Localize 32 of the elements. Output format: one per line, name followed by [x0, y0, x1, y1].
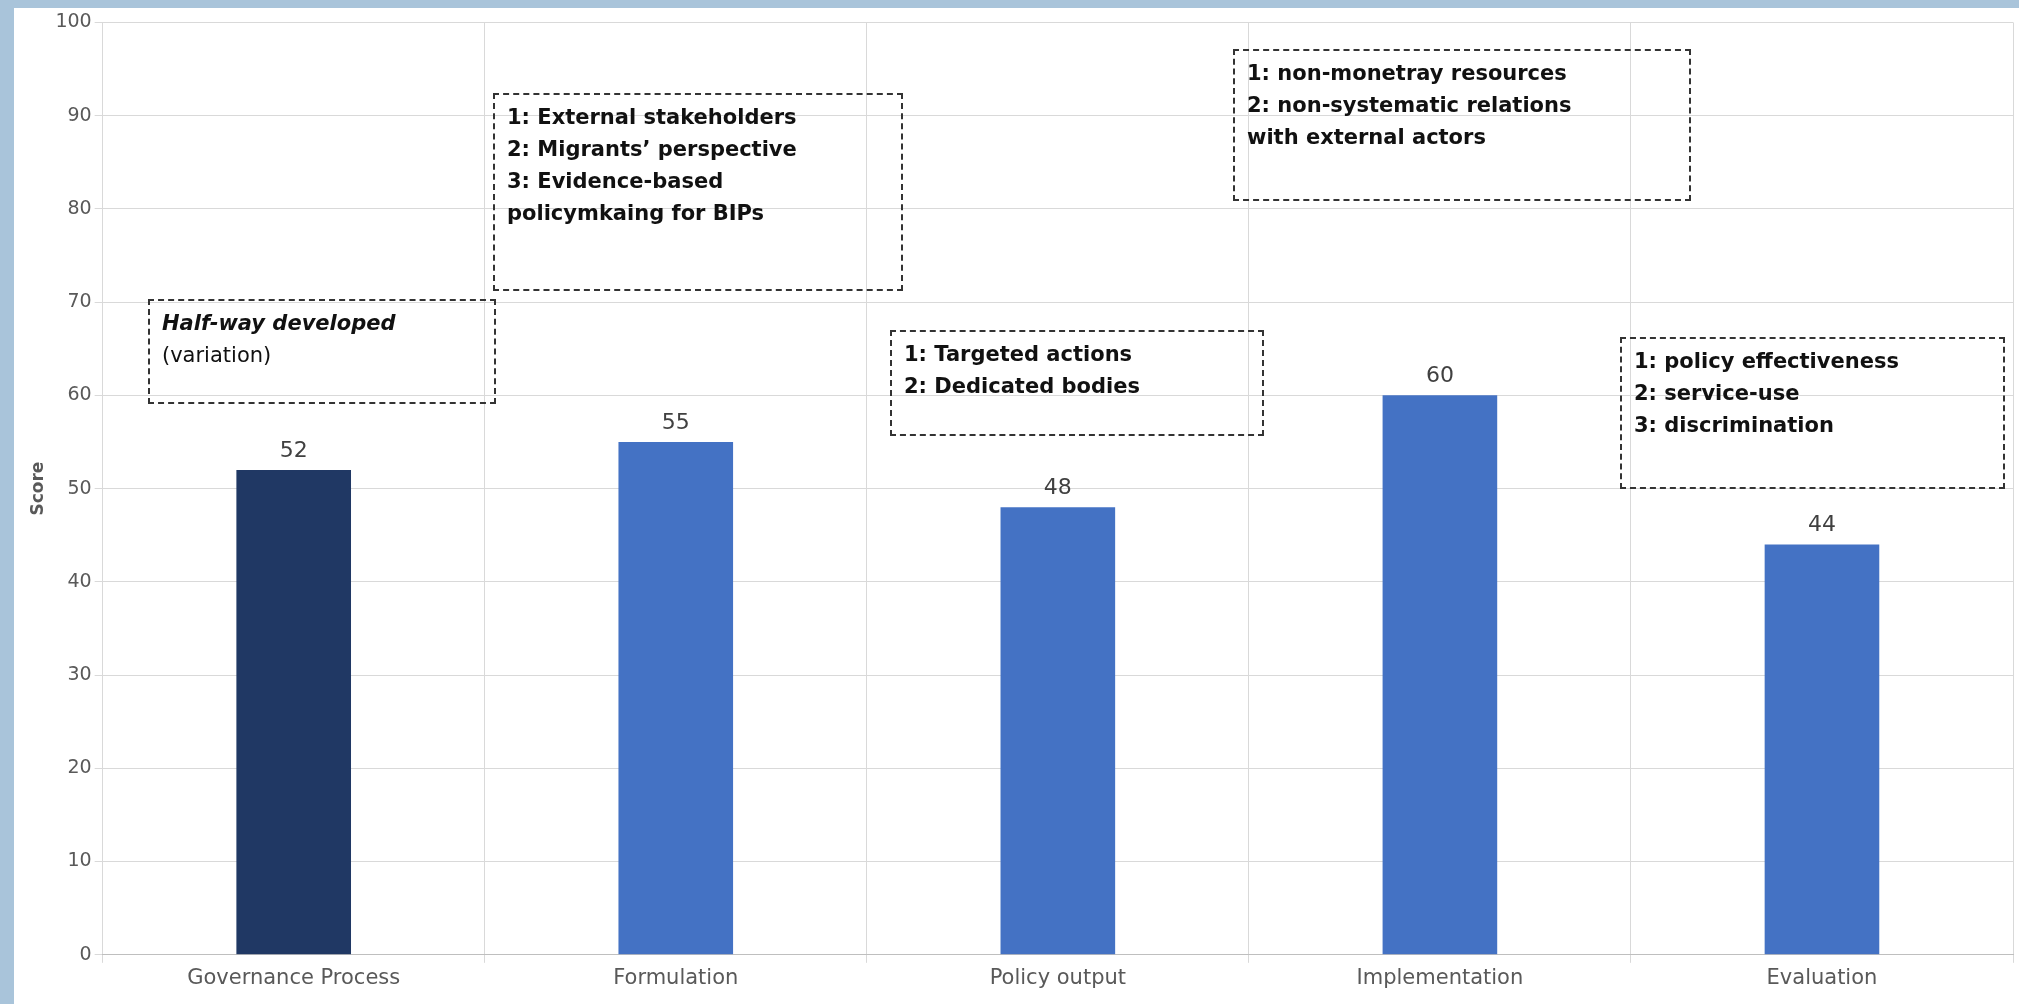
annotation: 1: non-monetray resources 2: non-systematic relations with external actors: [1247, 61, 1572, 149]
data-label: 55: [661, 408, 690, 434]
data-label: 48: [1043, 473, 1072, 499]
bar: [1000, 507, 1116, 955]
bar: [1382, 395, 1498, 955]
annotation: 1: policy effectiveness 2: service-use 3: discrimination: [1634, 349, 1899, 437]
bar: [1764, 544, 1880, 955]
data-label: 44: [1807, 511, 1836, 537]
data-label: 60: [1425, 362, 1454, 388]
y-tick-label: 50: [67, 475, 92, 498]
x-tick-label: Formulation: [613, 964, 739, 989]
x-tick-label: Policy output: [989, 964, 1127, 989]
y-tick-label: 60: [67, 382, 92, 405]
y-tick-label: 100: [55, 9, 92, 32]
x-tick-label: Governance Process: [187, 964, 401, 989]
y-tick-label: 0: [79, 941, 92, 964]
data-label: 52: [279, 436, 308, 462]
y-tick-label: 20: [67, 755, 92, 778]
y-axis-title: Score: [26, 461, 47, 516]
bar: [236, 469, 352, 955]
annotation: Half-way developed (variation): [162, 311, 396, 367]
bar: [618, 441, 734, 955]
y-tick-label: 80: [67, 195, 92, 218]
x-tick-label: Evaluation: [1766, 964, 1878, 989]
y-tick-label: 10: [67, 848, 92, 871]
annotation: 1: Targeted actions 2: Dedicated bodies: [904, 342, 1140, 398]
annotation: 1: External stakeholders 2: Migrants’ perspective 3: Evidence-based policymkaing for BIPs: [507, 105, 797, 225]
y-tick-label: 30: [67, 662, 92, 685]
y-tick-label: 70: [67, 289, 92, 312]
x-tick-label: Implementation: [1356, 964, 1524, 989]
y-tick-label: 40: [67, 568, 92, 591]
y-tick-label: 90: [67, 102, 92, 125]
